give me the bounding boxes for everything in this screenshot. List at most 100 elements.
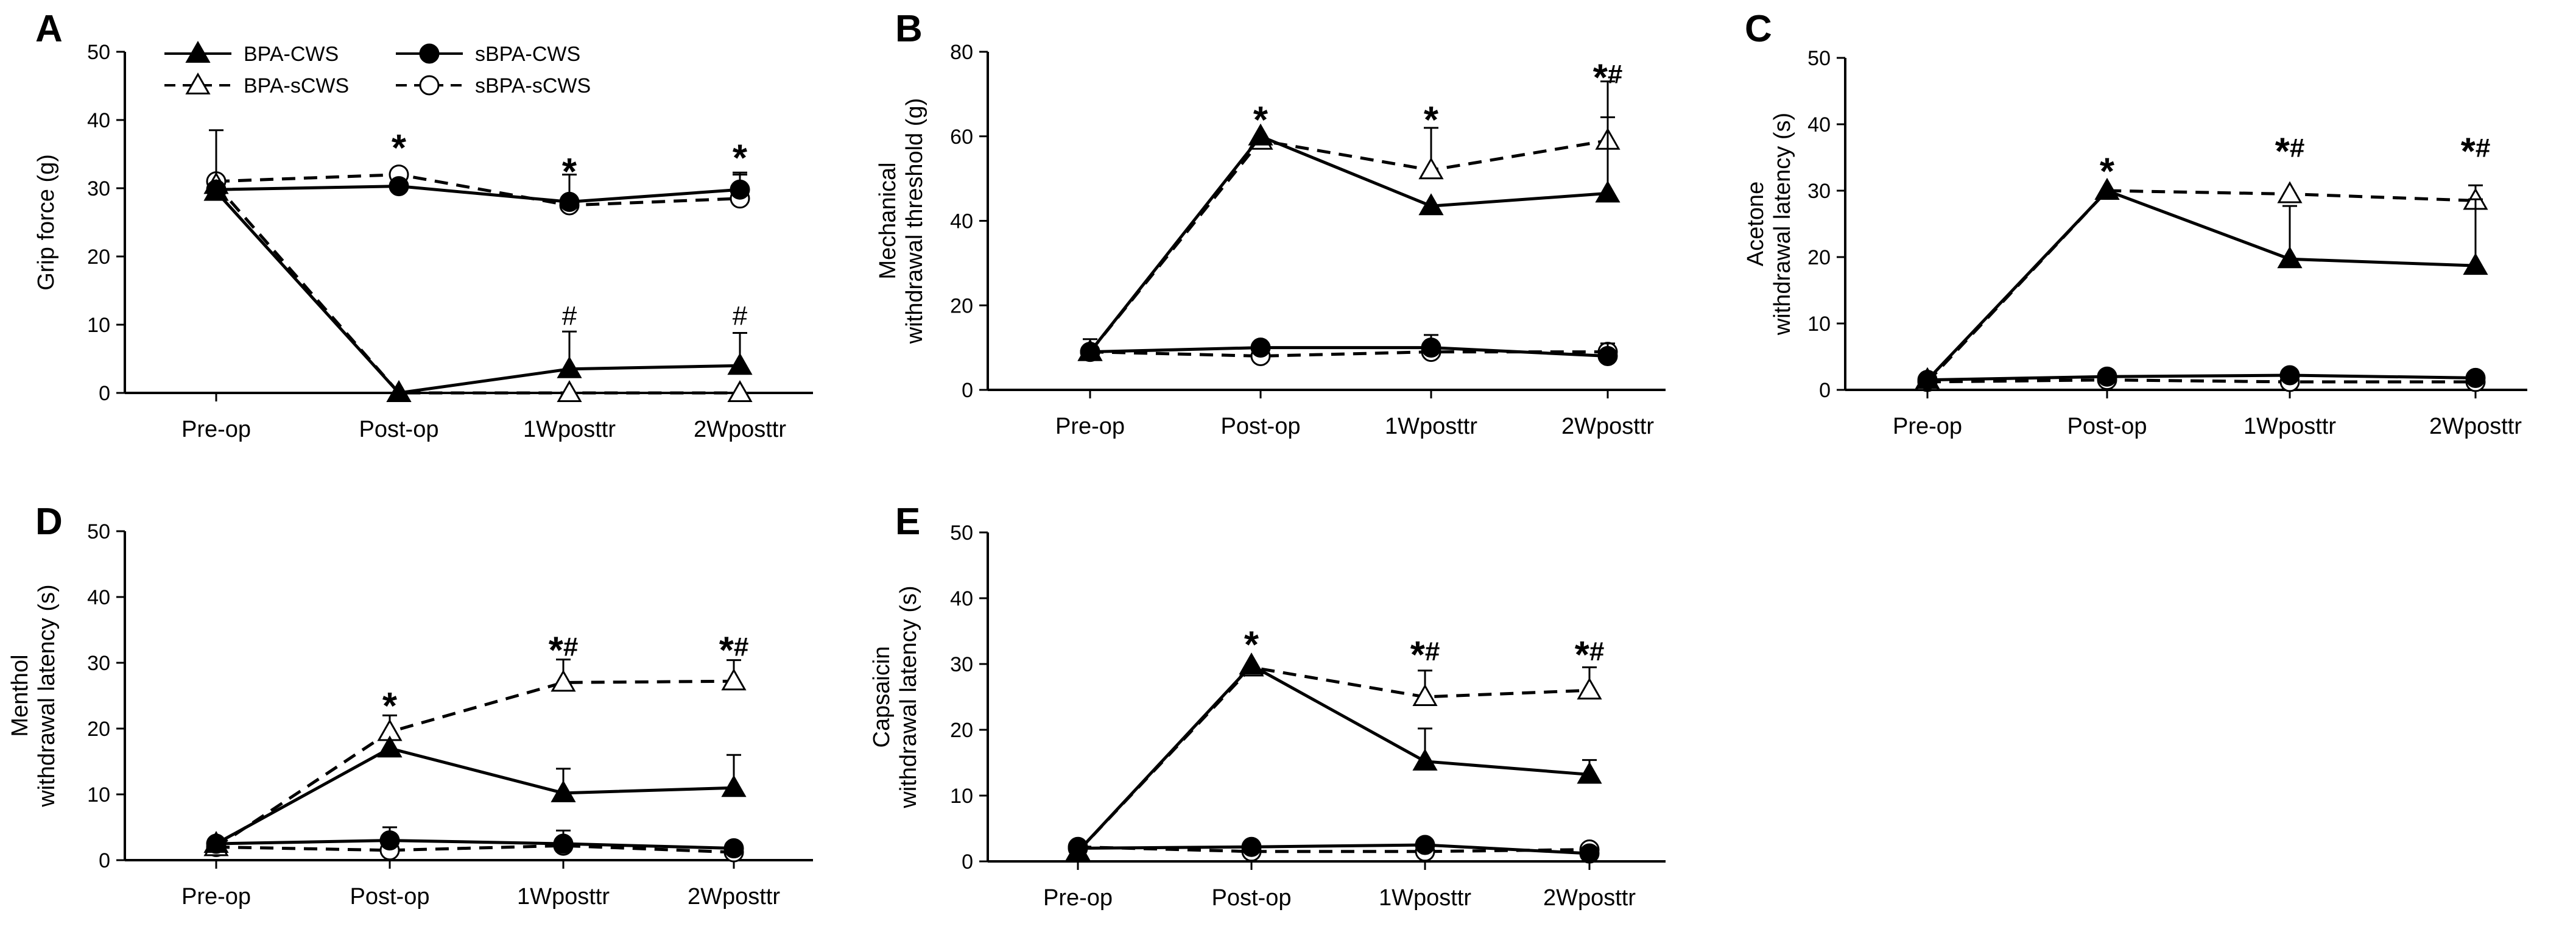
asterisk: * (1244, 624, 1259, 666)
y-axis-title: Grip force (g) (33, 154, 59, 291)
data-point (2277, 246, 2303, 269)
legend-label: BPA-sCWS (244, 74, 349, 97)
data-point (1577, 761, 1602, 784)
series-line (1927, 378, 2476, 384)
significance-mark: *# (719, 629, 749, 671)
y-tick-label: 50 (1807, 47, 1831, 70)
data-point (1065, 838, 1091, 861)
y-tick-label: 10 (87, 783, 110, 807)
x-tick-label: Pre-op (1893, 414, 1962, 439)
legend-item-BPA-CWS: BPA-CWS (164, 40, 339, 66)
significance-mark: *# (1575, 634, 1605, 676)
y-axis-title: withdrawal threshold (g) (902, 98, 927, 344)
x-tick-label: 2Wposttr (1561, 414, 1654, 439)
legend-marker (185, 72, 211, 94)
series-line (215, 190, 741, 395)
series-sBPA-CWS (1917, 365, 2486, 390)
series-BPA-sCWS (1065, 654, 1602, 861)
legend: BPA-CWS BPA-sCWS sBPA-CWS sBPA-sCWS (164, 40, 591, 97)
significance-mark: * (1253, 99, 1269, 141)
panel-label: C (1745, 8, 1772, 50)
significance-mark: # (562, 301, 577, 331)
data-point (379, 830, 400, 851)
x-tick-label: Post-op (350, 884, 430, 910)
series-BPA-CWS (1077, 116, 1621, 361)
data-point (1248, 123, 1273, 146)
panel-label: E (895, 501, 920, 543)
significance-mark: * (2100, 150, 2115, 193)
hash: # (563, 632, 578, 662)
significance-mark: * (1244, 624, 1259, 666)
data-point (723, 838, 744, 859)
panel-label: D (35, 501, 63, 543)
legend-marker (185, 40, 211, 63)
y-axis-title: withdrawal latency (s) (34, 584, 60, 807)
data-point (1250, 337, 1271, 358)
significance-mark: * (1424, 99, 1439, 141)
x-tick-label: 2Wposttr (2429, 414, 2522, 439)
data-point (389, 176, 409, 197)
hash: # (1425, 637, 1440, 666)
data-point (2097, 366, 2117, 387)
x-tick-label: Pre-op (181, 884, 251, 910)
asterisk: * (549, 629, 564, 671)
data-point (377, 735, 403, 758)
panel-B: 0 20 40 60 80 Pre-op Post-op 1Wposttr 2Wposttr B M… (875, 8, 1666, 439)
data-point (2465, 367, 2486, 388)
series-line (1077, 665, 1590, 853)
series-line (1927, 373, 2476, 382)
y-axis-title: withdrawal latency (s) (896, 585, 921, 808)
asterisk: * (733, 138, 748, 180)
legend-label: sBPA-CWS (475, 43, 580, 66)
series-sBPA-sCWS (206, 164, 750, 216)
y-tick-label: 40 (1807, 113, 1831, 136)
x-tick-label: Post-op (359, 417, 439, 442)
y-tick-label: 30 (87, 652, 110, 675)
y-axis-title: Mechanical (875, 162, 901, 279)
y-tick-label: 50 (87, 41, 110, 64)
asterisk: * (719, 629, 734, 671)
series-line (216, 173, 741, 207)
y-axis-title: Capsaicin (869, 646, 895, 748)
y-tick-label: 30 (1807, 180, 1831, 203)
data-point (1597, 346, 1618, 366)
y-tick-label: 40 (87, 109, 110, 132)
y-tick-label: 20 (87, 718, 110, 741)
data-point (1577, 677, 1602, 700)
significance-mark: *# (2461, 131, 2491, 173)
y-tick-label: 30 (950, 653, 973, 676)
hash: # (2476, 133, 2490, 163)
series-BPA-CWS (1915, 177, 2488, 389)
panel-D: 0 10 20 30 40 50 Pre-op Post-op 1Wposttr 2Wposttr… (7, 501, 813, 910)
data-point (551, 780, 576, 802)
series-sBPA-sCWS (1917, 370, 2486, 392)
y-axis-title: Acetone (1743, 182, 1768, 266)
series-line (1077, 663, 1590, 853)
significance-mark: * (562, 151, 577, 193)
significance-mark: *# (2275, 131, 2305, 173)
series-BPA-sCWS (203, 129, 753, 402)
asterisk: * (562, 151, 577, 193)
series-BPA-sCWS (1077, 80, 1621, 361)
series-BPA-CWS (1065, 652, 1602, 861)
x-tick-label: 1Wposttr (1379, 885, 1471, 911)
significance-mark: * (392, 127, 407, 169)
data-point (721, 668, 747, 691)
y-tick-label: 20 (1807, 246, 1831, 269)
y-tick-label: 20 (950, 294, 973, 317)
data-point (1077, 339, 1103, 361)
data-point (1415, 835, 1435, 855)
legend-label: sBPA-sCWS (475, 74, 591, 97)
x-tick-label: Post-op (2067, 414, 2147, 439)
y-tick-label: 50 (87, 520, 110, 543)
y-tick-label: 10 (1807, 313, 1831, 336)
asterisk: * (2275, 131, 2290, 173)
y-tick-label: 40 (950, 210, 973, 233)
panel-label: A (35, 8, 63, 50)
significance-mark: *# (1410, 634, 1440, 676)
y-tick-label: 40 (87, 586, 110, 609)
series-line (215, 183, 740, 395)
x-tick-label: Pre-op (1055, 414, 1125, 439)
series-BPA-sCWS (1915, 177, 2488, 391)
